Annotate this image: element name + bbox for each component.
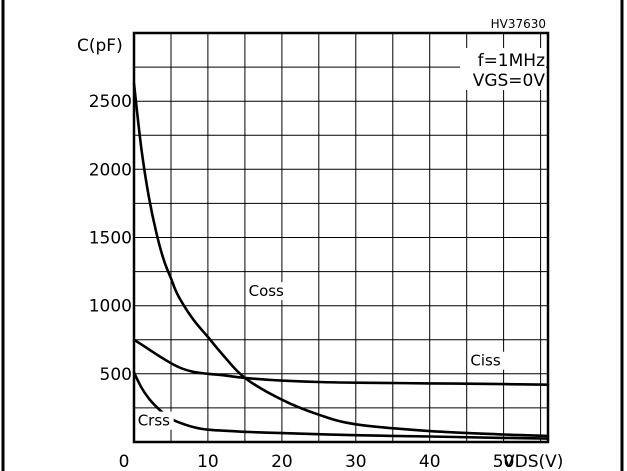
- x-axis-label: VDS(V): [503, 452, 563, 471]
- grid: [134, 33, 548, 442]
- condition-frequency: f=1MHz: [478, 51, 545, 71]
- x-tick-label: 40: [419, 452, 441, 471]
- y-tick-labels: 500 1000 1500 2000 2500: [89, 92, 132, 385]
- x-tick-label: 10: [197, 452, 219, 471]
- series-line-crss: [132, 371, 550, 440]
- series-label-coss: Coss: [249, 282, 284, 300]
- y-tick-label: 2000: [89, 160, 132, 180]
- y-tick-label: 1500: [89, 229, 132, 249]
- conditions-background: [460, 48, 546, 90]
- y-axis-label: C(pF): [77, 36, 123, 56]
- doc-code-label: HV37630: [491, 17, 546, 31]
- x-tick-label: 30: [345, 452, 367, 471]
- x-tick-label: 20: [271, 452, 293, 471]
- series-label-background: [135, 411, 174, 430]
- series-label-crss: Crss: [138, 412, 170, 430]
- plot-border: [132, 31, 550, 444]
- series-line-ciss: [132, 338, 550, 386]
- curves: [132, 82, 550, 440]
- series-line-coss: [132, 82, 550, 438]
- x-tick-label: 0: [119, 452, 130, 471]
- y-tick-label: 1000: [89, 297, 132, 317]
- condition-vgs: VGS=0V: [473, 71, 546, 91]
- y-tick-label: 2500: [89, 92, 132, 112]
- series-label-ciss: Ciss: [470, 352, 500, 370]
- x-tick-labels: 0 10 20 30 40 50: [119, 452, 515, 471]
- x-tick-label: 50: [493, 452, 515, 471]
- y-tick-label: 500: [100, 365, 132, 385]
- series-label-background: [468, 351, 507, 370]
- series-labels: Coss Ciss Crss: [135, 282, 507, 430]
- series-label-background: [246, 282, 285, 301]
